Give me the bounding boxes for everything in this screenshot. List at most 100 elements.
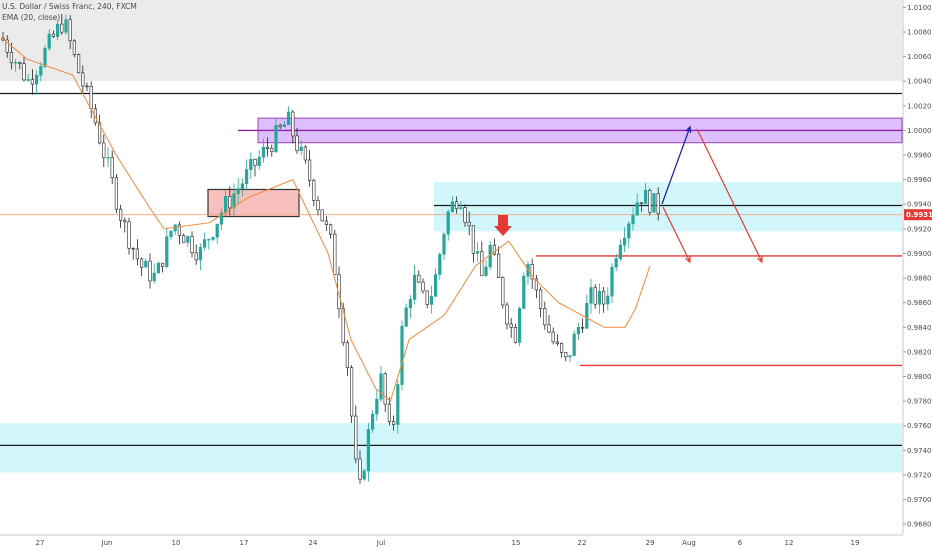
time-tick-label: 22 <box>578 539 587 547</box>
candle-body <box>480 251 484 277</box>
candle-body <box>14 62 18 64</box>
candle-body <box>471 225 476 254</box>
support-cyan-zone <box>0 423 902 473</box>
candle-body <box>295 135 299 151</box>
candle-body <box>5 39 9 53</box>
candle-body <box>274 125 278 152</box>
candle-body <box>354 415 358 460</box>
time-tick-label: 6 <box>738 539 743 547</box>
candle-body <box>362 470 366 480</box>
candle-body <box>156 262 161 274</box>
candle-body <box>39 66 43 76</box>
candle-body <box>396 384 400 425</box>
candle-body <box>245 169 249 185</box>
candle-body <box>429 295 434 305</box>
candle-body <box>635 202 639 216</box>
price-tick-label: 1.00400 <box>907 78 932 86</box>
candle-body <box>26 79 30 81</box>
candle-body <box>618 244 622 259</box>
candle-body <box>148 260 152 282</box>
candle-body <box>564 352 568 358</box>
pullback-arrow <box>662 206 691 263</box>
candle-body <box>622 237 627 246</box>
candle-body <box>631 214 635 225</box>
symbol-title: U.S. Dollar / Swiss Franc, 240, FXCM <box>2 2 137 11</box>
candle-body <box>400 325 404 385</box>
candle-body <box>408 299 413 309</box>
time-tick-label: 17 <box>240 539 249 547</box>
time-axis[interactable]: 27 Jun 10 17 24 Jul 15 22 29 Aug 6 12 19 <box>0 534 903 547</box>
candle-body <box>543 308 547 326</box>
candle-body <box>119 208 123 221</box>
candle-body <box>484 266 488 277</box>
candle-body <box>282 124 287 128</box>
candle-body <box>517 308 522 343</box>
candle-body <box>643 190 648 204</box>
candle-body <box>379 373 383 400</box>
price-tick-label: 1.01000 <box>907 4 932 12</box>
candle-body <box>144 260 148 268</box>
candle-body <box>366 429 371 472</box>
candle-body <box>639 202 643 204</box>
candle-body <box>68 19 72 42</box>
candle-body <box>425 290 429 305</box>
candle-body <box>538 289 543 309</box>
time-tick-label: 27 <box>36 539 45 547</box>
time-tick-label: Jul <box>376 539 386 547</box>
candle-body <box>589 287 593 304</box>
candle-body <box>215 223 219 238</box>
resistance-cyan-zone <box>434 182 902 232</box>
candle-body <box>194 252 198 261</box>
candle-body <box>383 373 387 405</box>
candle-body <box>412 274 417 300</box>
candle-body <box>656 193 660 214</box>
candle-body <box>265 146 270 149</box>
time-tick-label: 19 <box>851 539 860 547</box>
current-price-badge <box>904 209 932 221</box>
candle-body <box>203 239 207 248</box>
candle-body <box>43 48 47 67</box>
candle-body <box>9 51 14 64</box>
candle-body <box>22 63 26 81</box>
candle-body <box>614 258 618 268</box>
candle-body <box>358 458 362 480</box>
candle-body <box>72 40 76 55</box>
candle-body <box>450 201 455 212</box>
candle-body <box>253 158 257 166</box>
candle-body <box>375 398 379 415</box>
bullish-projection-arrow-head <box>685 125 692 134</box>
candle-body <box>404 307 408 327</box>
candle-body <box>459 207 463 209</box>
time-tick-label: 12 <box>785 539 794 547</box>
price-tick-label: 1.00600 <box>907 53 932 61</box>
current-price-label: 0.99315 <box>906 211 932 219</box>
ema-line <box>1 37 651 402</box>
candle-body <box>190 236 194 254</box>
candle-body <box>232 193 236 209</box>
candle-body <box>261 146 266 158</box>
candle-body <box>559 343 564 353</box>
levels-layer <box>0 92 902 447</box>
candle-body <box>257 156 261 166</box>
chart-legend: U.S. Dollar / Swiss Franc, 240, FXCM EMA… <box>2 1 137 23</box>
candle-body <box>224 196 228 214</box>
candles-layer <box>1 13 660 484</box>
candle-body <box>421 281 425 292</box>
candle-body <box>161 262 165 267</box>
time-tick-label: Aug <box>682 539 696 547</box>
candle-body <box>345 342 350 368</box>
ema-layer <box>1 37 651 402</box>
candle-body <box>303 146 308 161</box>
candle-body <box>89 86 93 110</box>
price-axis[interactable]: 1.01000 1.00800 1.00600 1.00400 1.00200 1.000… <box>902 0 932 534</box>
candle-body <box>77 54 81 74</box>
time-tick-label: 10 <box>172 539 181 547</box>
candle-body <box>114 177 118 210</box>
